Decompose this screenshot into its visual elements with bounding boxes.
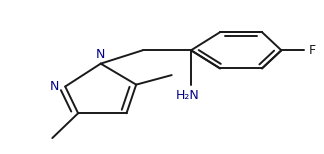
- Text: F: F: [309, 44, 316, 57]
- Text: H₂N: H₂N: [176, 89, 200, 102]
- Text: N: N: [49, 80, 59, 93]
- Text: N: N: [96, 48, 105, 61]
